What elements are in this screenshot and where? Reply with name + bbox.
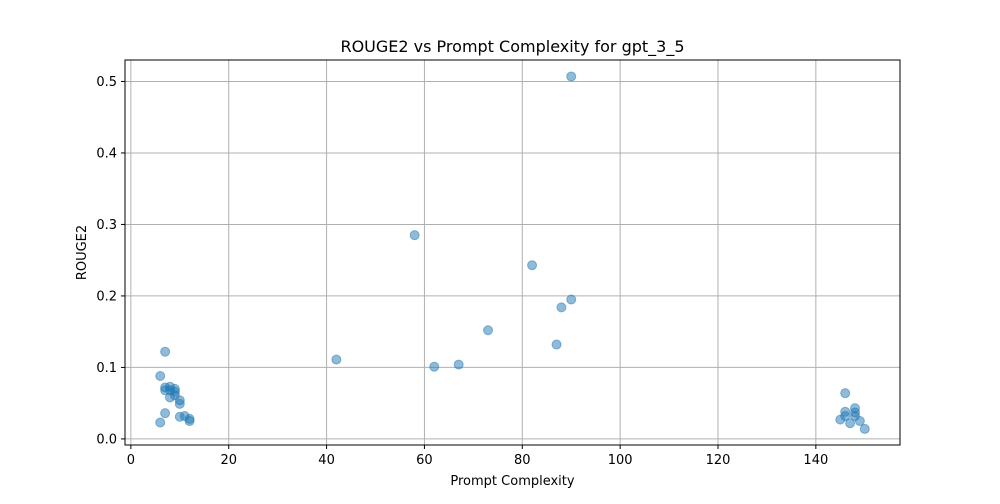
y-tick-label: 0.5 bbox=[96, 75, 117, 90]
x-tick-label: 20 bbox=[220, 453, 237, 468]
y-tick-label: 0.1 bbox=[96, 361, 117, 376]
data-point bbox=[840, 411, 851, 422]
data-point bbox=[160, 408, 171, 419]
data-point bbox=[483, 325, 494, 336]
data-point bbox=[184, 416, 195, 427]
data-point bbox=[453, 359, 464, 370]
x-axis-label: Prompt Complexity bbox=[450, 474, 574, 489]
data-point bbox=[331, 354, 342, 365]
data-point bbox=[174, 398, 185, 409]
plot-frame bbox=[124, 59, 901, 446]
data-point bbox=[566, 71, 577, 82]
x-tick-label: 60 bbox=[416, 453, 433, 468]
x-tick-label: 140 bbox=[803, 453, 828, 468]
grid bbox=[125, 60, 900, 445]
data-point bbox=[155, 371, 166, 382]
y-tick-label: 0.3 bbox=[96, 218, 117, 233]
x-tick-label: 0 bbox=[127, 453, 135, 468]
data-point bbox=[854, 416, 865, 427]
data-point bbox=[551, 339, 562, 350]
data-point bbox=[556, 302, 567, 313]
data-point bbox=[155, 417, 166, 428]
data-point bbox=[527, 260, 538, 271]
data-point bbox=[845, 418, 856, 429]
x-tick-label: 120 bbox=[706, 453, 731, 468]
data-point bbox=[859, 423, 870, 434]
y-axis-label: ROUGE2 bbox=[75, 225, 90, 280]
chart-title: ROUGE2 vs Prompt Complexity for gpt_3_5 bbox=[340, 37, 684, 57]
data-point bbox=[409, 230, 420, 241]
y-tick-label: 0.0 bbox=[96, 432, 117, 447]
data-point bbox=[429, 361, 440, 372]
y-tick-label: 0.2 bbox=[96, 289, 117, 304]
x-tick-label: 80 bbox=[514, 453, 531, 468]
data-points bbox=[155, 71, 870, 434]
data-point bbox=[160, 346, 171, 357]
x-tick-label: 40 bbox=[318, 453, 335, 468]
x-tick-label: 100 bbox=[608, 453, 633, 468]
data-point bbox=[566, 294, 577, 305]
data-point bbox=[840, 388, 851, 399]
y-tick-label: 0.4 bbox=[96, 146, 117, 161]
axis-ticks: 0 20 40 60 80 100 120 140 0.0 0.1 0.2 0.3 0.4 0.5 bbox=[96, 75, 828, 468]
